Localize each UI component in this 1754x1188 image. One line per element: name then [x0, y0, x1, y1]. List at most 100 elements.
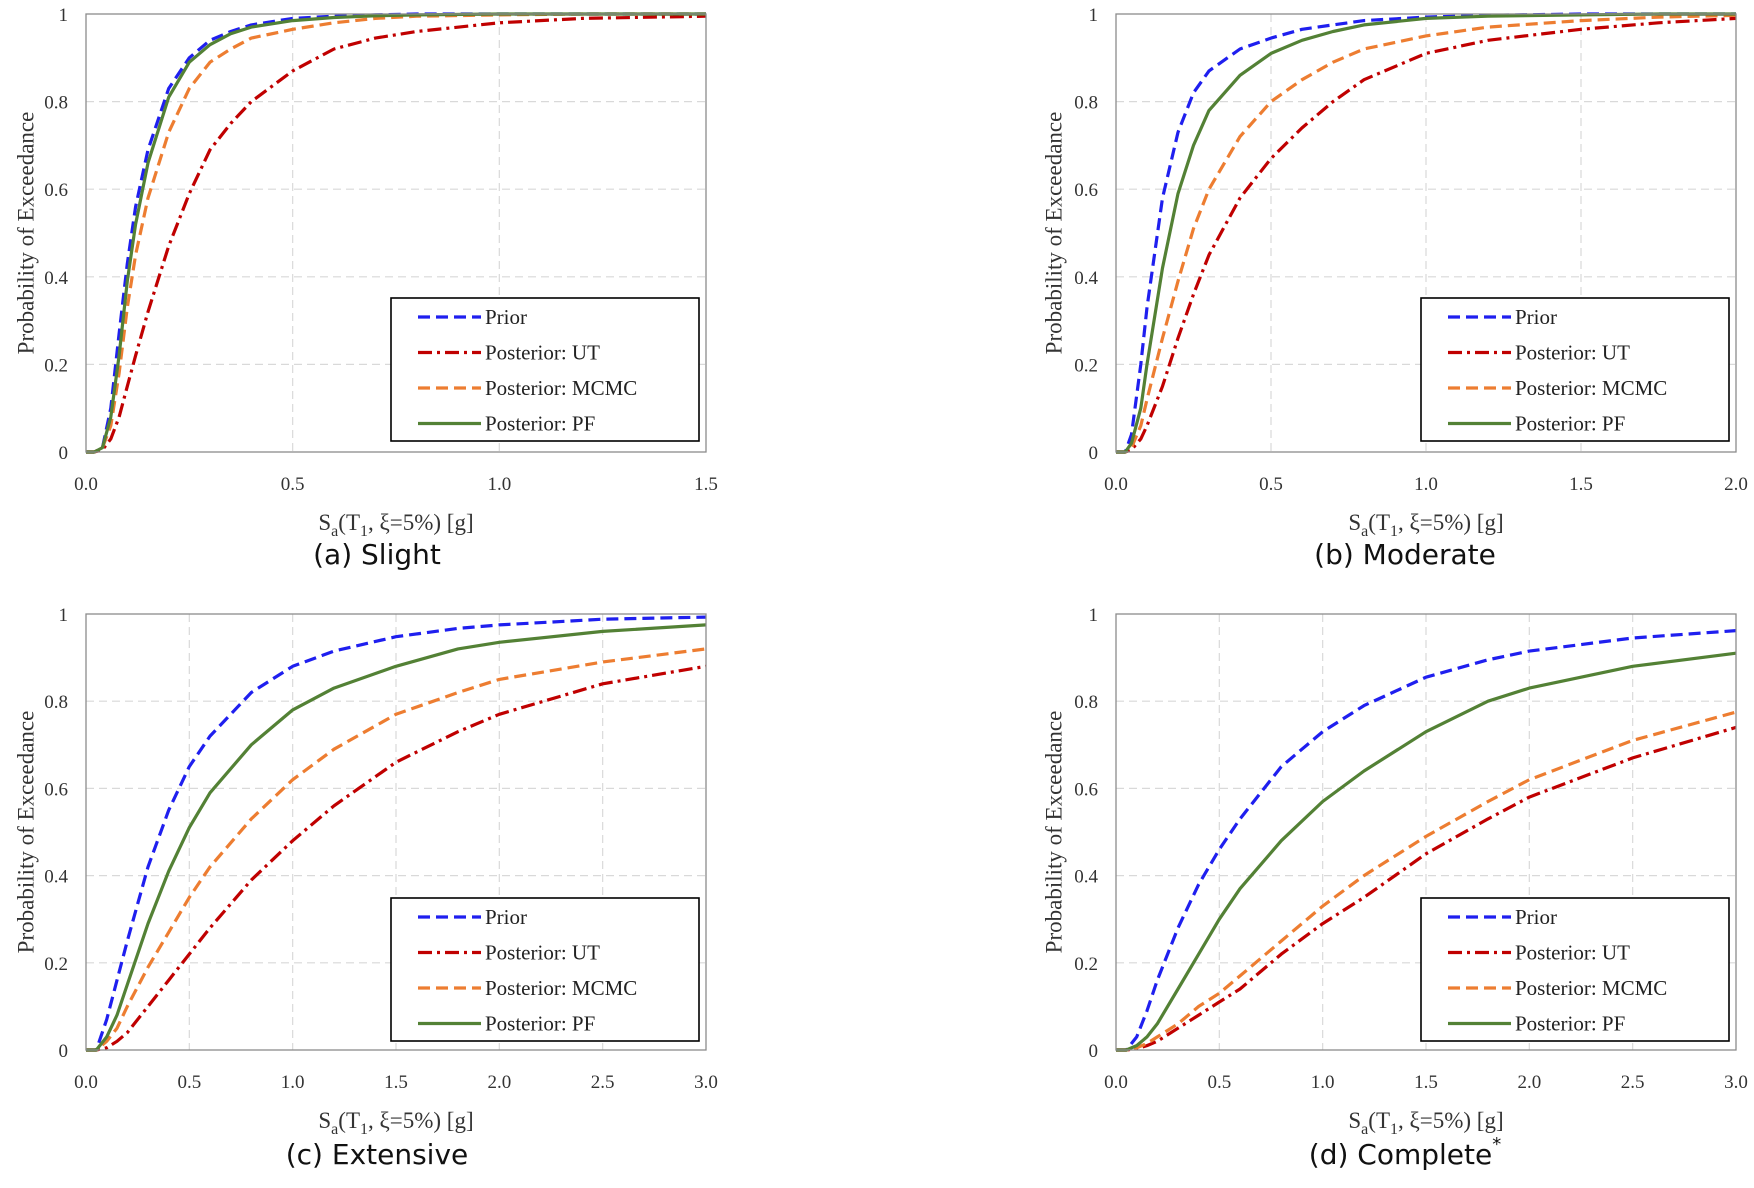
x-tick-label: 1.5 — [1569, 474, 1593, 495]
legend-label: Posterior: MCMC — [1515, 376, 1667, 400]
x-tick-label: 2.5 — [1621, 1072, 1645, 1093]
panel-caption: (b) Moderate — [1314, 538, 1496, 571]
legend-box — [1420, 297, 1730, 442]
x-tick-label: 1.0 — [487, 474, 511, 495]
panel-caption: (d) Complete* — [1309, 1134, 1501, 1171]
x-tick-label: 1.0 — [281, 1072, 305, 1093]
legend-label: Posterior: PF — [1515, 1012, 1625, 1036]
series-line-2 — [1116, 13, 1737, 454]
legend-label: Prior — [1515, 305, 1557, 329]
series-line-1 — [86, 664, 707, 1052]
y-tick-label: 0.4 — [44, 268, 68, 289]
plot-frame — [1115, 13, 1737, 453]
y-tick-label: 0.2 — [1074, 954, 1098, 975]
plot-frame — [85, 613, 707, 1051]
y-tick-label: 1 — [59, 5, 69, 26]
series-line-3 — [1116, 12, 1736, 454]
series-line-3 — [1116, 651, 1737, 1052]
x-tick-label: 0.0 — [1104, 474, 1128, 495]
y-tick-label: 0.4 — [1074, 268, 1098, 289]
y-tick-label: 0.6 — [1074, 180, 1098, 201]
x-tick-label: 3.0 — [694, 1072, 718, 1093]
x-tick-label: 1.0 — [1414, 474, 1438, 495]
x-tick-label: 0.5 — [1259, 474, 1283, 495]
y-tick-label: 0.2 — [44, 954, 68, 975]
x-tick-label: 2.0 — [487, 1072, 511, 1093]
x-tick-label: 3.0 — [1724, 1072, 1748, 1093]
series-line-3 — [86, 12, 706, 454]
legend-label: Prior — [485, 905, 527, 929]
y-tick-label: 0.4 — [44, 867, 68, 888]
x-axis-label: Sa(T1, ξ=5%) [g] — [1348, 510, 1503, 540]
y-tick-label: 0 — [59, 1041, 69, 1062]
legend-label: Posterior: UT — [1515, 941, 1630, 965]
y-tick-label: 1 — [1089, 5, 1099, 26]
y-axis-label: Probability of Exceedance — [14, 711, 39, 954]
x-axis-label: Sa(T1, ξ=5%) [g] — [1348, 1108, 1503, 1138]
panel-caption: (a) Slight — [313, 538, 441, 571]
y-tick-label: 0 — [1089, 1041, 1099, 1062]
legend-label: Posterior: UT — [485, 341, 600, 365]
chart-panel-3: 0.0 0.5 1.0 1.5 2.0 2.5 3.0 0 0.2 0.4 0.6 0.8 1 Proba… — [1042, 605, 1748, 1171]
plot-frame — [1115, 613, 1737, 1051]
x-tick-label: 0.0 — [74, 1072, 98, 1093]
x-tick-label: 1.0 — [1311, 1072, 1335, 1093]
legend-label: Posterior: PF — [485, 412, 595, 436]
x-tick-label: 2.0 — [1724, 474, 1748, 495]
x-axis-label: Sa(T1, ξ=5%) [g] — [318, 510, 473, 540]
y-tick-label: 0 — [59, 443, 69, 464]
chart-panel-0: 0.0 0.5 1.0 1.5 0 0.2 0.4 0.6 0.8 1 Probability of… — [14, 5, 718, 571]
series-line-2 — [1116, 710, 1737, 1052]
x-axis-label: Sa(T1, ξ=5%) [g] — [318, 1108, 473, 1138]
legend-label: Posterior: PF — [485, 1012, 595, 1036]
legend-label: Prior — [1515, 905, 1557, 929]
legend-label: Posterior: PF — [1515, 412, 1625, 436]
x-tick-label: 0.0 — [1104, 1072, 1128, 1093]
panel-caption: (c) Extensive — [286, 1138, 469, 1171]
y-tick-label: 0.8 — [44, 93, 68, 114]
legend-box — [390, 897, 700, 1042]
y-tick-label: 0.8 — [1074, 692, 1098, 713]
legend-box — [1420, 897, 1730, 1042]
legend-label: Posterior: UT — [1515, 341, 1630, 365]
series-line-0 — [86, 615, 707, 1052]
y-tick-label: 0.2 — [1074, 355, 1098, 376]
x-tick-label: 1.5 — [694, 474, 718, 495]
legend: Prior Posterior: UT Posterior: MCMC Posteri… — [390, 297, 700, 442]
plot-frame — [85, 13, 707, 453]
x-tick-label: 1.5 — [384, 1072, 408, 1093]
y-tick-label: 1 — [59, 605, 69, 626]
series-line-1 — [86, 14, 707, 454]
x-tick-label: 1.5 — [1414, 1072, 1438, 1093]
x-tick-label: 0.0 — [74, 474, 98, 495]
series-line-1 — [1116, 16, 1737, 454]
chart-panel-1: 0.0 0.5 1.0 1.5 2.0 0 0.2 0.4 0.6 0.8 1 Probability… — [1042, 5, 1748, 571]
y-tick-label: 1 — [1089, 605, 1099, 626]
y-tick-label: 0.6 — [44, 180, 68, 201]
legend: Prior Posterior: UT Posterior: MCMC Posteri… — [1420, 297, 1730, 442]
y-axis-label: Probability of Exceedance — [14, 112, 39, 355]
y-axis-label: Probability of Exceedance — [1042, 112, 1067, 355]
legend: Prior Posterior: UT Posterior: MCMC Posteri… — [390, 897, 700, 1042]
y-tick-label: 0.4 — [1074, 867, 1098, 888]
x-tick-label: 0.5 — [177, 1072, 201, 1093]
y-tick-label: 0.2 — [44, 355, 68, 376]
legend-label: Prior — [485, 305, 527, 329]
legend-label: Posterior: MCMC — [1515, 976, 1667, 1000]
series-line-3 — [86, 623, 707, 1052]
y-tick-label: 0.8 — [44, 692, 68, 713]
legend-label: Posterior: MCMC — [485, 976, 637, 1000]
series-line-2 — [86, 647, 707, 1052]
legend-label: Posterior: UT — [485, 941, 600, 965]
y-tick-label: 0.8 — [1074, 93, 1098, 114]
y-axis-label: Probability of Exceedance — [1042, 711, 1067, 954]
y-tick-label: 0.6 — [1074, 779, 1098, 800]
x-tick-label: 0.5 — [1207, 1072, 1231, 1093]
legend-box — [390, 297, 700, 442]
x-tick-label: 2.5 — [591, 1072, 615, 1093]
y-tick-label: 0.6 — [44, 779, 68, 800]
y-tick-label: 0 — [1089, 443, 1099, 464]
chart-panel-2: 0.0 0.5 1.0 1.5 2.0 2.5 3.0 0 0.2 0.4 0.6 0.8 1 Proba… — [14, 605, 718, 1171]
legend: Prior Posterior: UT Posterior: MCMC Posteri… — [1420, 897, 1730, 1042]
